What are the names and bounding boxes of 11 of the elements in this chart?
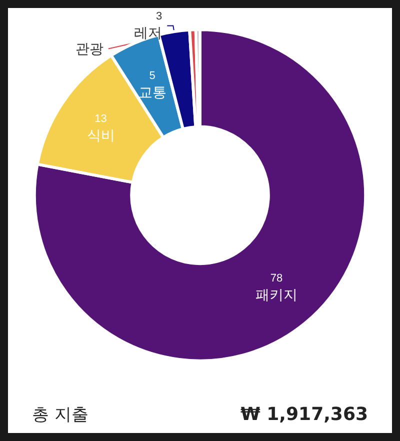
slice-label: 교통 bbox=[138, 84, 166, 100]
slice-label: 패키지 bbox=[255, 286, 298, 303]
data-label: 13 bbox=[94, 112, 107, 125]
text: 총 지출 bbox=[32, 404, 88, 426]
slice-label: 식비 bbox=[86, 126, 115, 143]
data-label: 5 bbox=[149, 70, 156, 82]
data-label: 78 bbox=[270, 272, 283, 285]
slice-label: 레저 bbox=[134, 24, 162, 41]
text: ₩ 1,917,363 bbox=[240, 404, 368, 424]
slice-label: 관광 bbox=[75, 40, 104, 57]
data-label: 3 bbox=[156, 10, 162, 23]
